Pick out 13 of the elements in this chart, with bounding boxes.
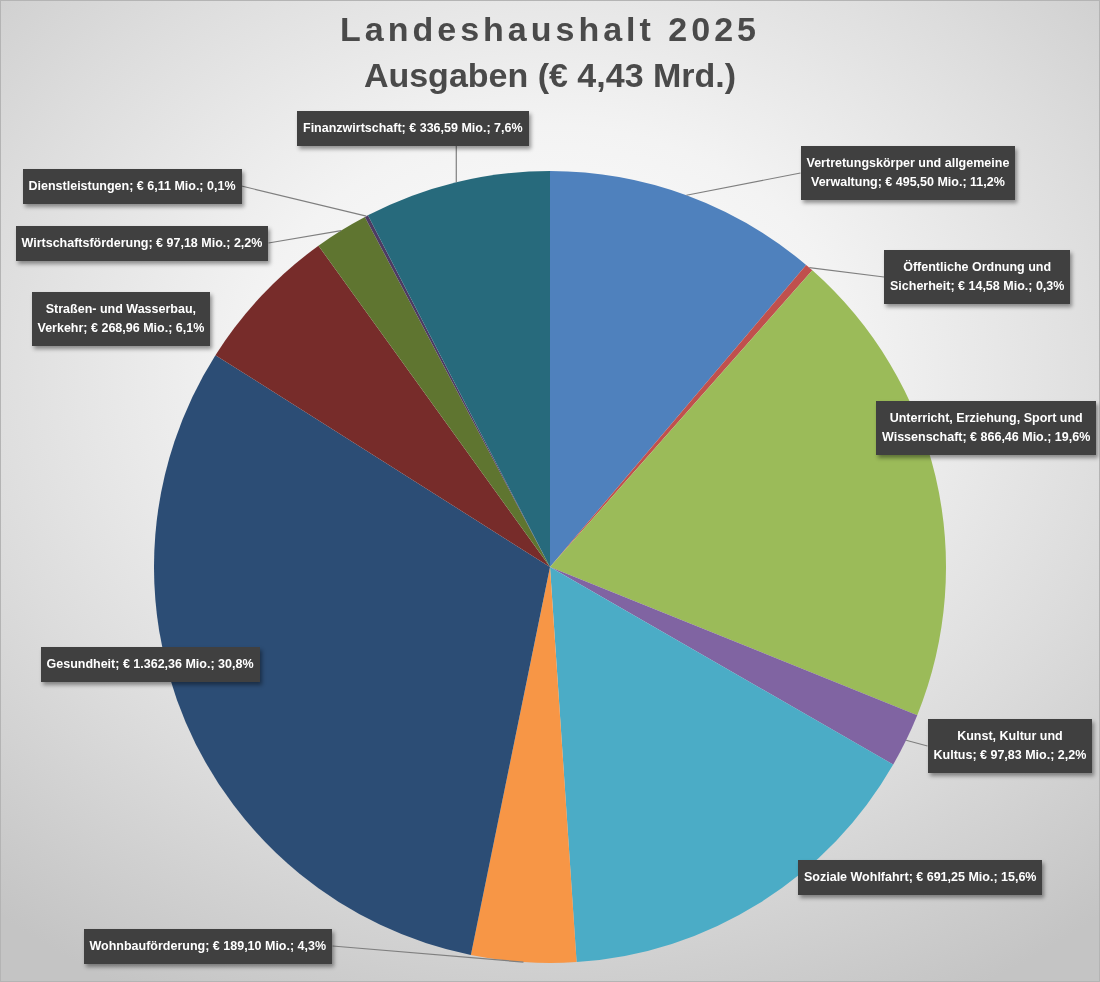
slice-label: Gesundheit; € 1.362,36 Mio.; 30,8% [40,646,260,682]
slice-label: Unterricht, Erziehung, Sport und Wissenschaft; € 866,46 Mio.; 19,6% [876,401,1097,455]
slice-label: Soziale Wohlfahrt; € 691,25 Mio.; 15,6% [798,859,1043,895]
slice-label: Vertretungskörper und allgemeine Verwaltung; € 495,50 Mio.; 11,2% [800,146,1016,200]
chart-title: Landeshaushalt 2025 [339,9,761,50]
slice-label: Wirtschaftsförderung; € 97,18 Mio.; 2,2% [15,225,269,261]
slice-label: Dienstleistungen; € 6,11 Mio.; 0,1% [22,168,242,204]
slice-label: Öffentliche Ordnung und Sicherheit; € 14,58 Mio.; 0,3% [884,250,1071,304]
chart-subtitle: Ausgaben (€ 4,43 Mrd.) [362,55,738,96]
slice-label: Wohnbauförderung; € 189,10 Mio.; 4,3% [83,928,333,964]
slice-label: Finanzwirtschaft; € 336,59 Mio.; 7,6% [297,110,529,146]
slice-label: Kunst, Kultur und Kultus; € 97,83 Mio.; 2,2% [927,719,1093,773]
slice-label: Straßen- und Wasserbau, Verkehr; € 268,96 Mio.; 6,1% [31,292,211,346]
